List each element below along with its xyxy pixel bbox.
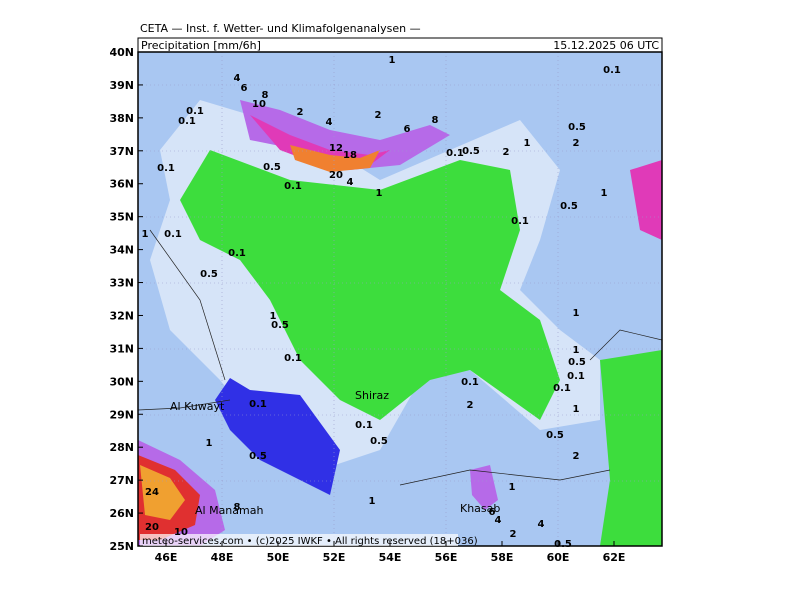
contour-label: 1 xyxy=(369,496,376,507)
lon-label: 46E xyxy=(155,551,178,564)
contour-label: 6 xyxy=(404,124,411,135)
lat-label: 30N xyxy=(109,375,134,388)
lon-label: 52E xyxy=(323,551,346,564)
contour-label: 2 xyxy=(503,147,510,158)
lat-label: 40N xyxy=(109,46,134,59)
contour-label: 0.5 xyxy=(568,357,586,368)
lat-label: 28N xyxy=(109,441,134,454)
contour-label: 10 xyxy=(252,99,266,110)
contour-label: 10 xyxy=(174,527,188,538)
lon-label: 62E xyxy=(603,551,626,564)
contour-label: 4 xyxy=(347,177,354,188)
contour-label: 0.5 xyxy=(370,436,388,447)
header-variable: Precipitation [mm/6h] xyxy=(141,39,261,52)
contour-label: 4 xyxy=(495,515,502,526)
contour-label: 1 xyxy=(142,229,149,240)
contour-label: 0.1 xyxy=(249,399,267,410)
contour-label: 1 xyxy=(509,482,516,493)
contour-label: 1 xyxy=(573,308,580,319)
contour-label: 1 xyxy=(270,311,277,322)
lon-label: 50E xyxy=(267,551,290,564)
contour-label: 0.1 xyxy=(355,420,373,431)
lat-label: 36N xyxy=(109,178,134,191)
contour-label: 1 xyxy=(573,404,580,415)
contour-label: 8 xyxy=(432,115,439,126)
lat-label: 39N xyxy=(109,79,134,92)
contour-label: 1 xyxy=(389,55,396,66)
contour-label: 1 xyxy=(524,138,531,149)
contour-label: 0.1 xyxy=(446,148,464,159)
lat-label: 26N xyxy=(109,507,134,520)
contour-label: 8 xyxy=(234,502,241,513)
contour-label: 8 xyxy=(262,90,269,101)
contour-label: 0.1 xyxy=(178,116,196,127)
lat-label: 31N xyxy=(109,342,134,355)
contour-label: 0.1 xyxy=(164,229,182,240)
place-label: Al Kuwayt xyxy=(170,400,225,413)
contour-label: 0.5 xyxy=(568,122,586,133)
contour-label: 4 xyxy=(326,117,333,128)
contour-label: 0.1 xyxy=(228,248,246,259)
contour-label: 1 xyxy=(206,438,213,449)
contour-label: 2 xyxy=(297,107,304,118)
lat-label: 34N xyxy=(109,244,134,257)
contour-label: 0.1 xyxy=(461,377,479,388)
header-time: 15.12.2025 06 UTC xyxy=(553,39,659,52)
contour-label: 0.5 xyxy=(271,320,289,331)
lat-label: 27N xyxy=(109,474,134,487)
contour-label: 2 xyxy=(573,451,580,462)
contour-label: 20 xyxy=(145,522,159,533)
lon-label: 58E xyxy=(491,551,514,564)
contour-label: 0.1 xyxy=(284,181,302,192)
place-label: Khasab xyxy=(460,502,500,515)
contour-label: 0.5 xyxy=(249,451,267,462)
contour-label: 2 xyxy=(375,110,382,121)
contour-label: 2 xyxy=(573,138,580,149)
lon-label: 56E xyxy=(435,551,458,564)
contour-label: 0.1 xyxy=(567,371,585,382)
lat-label: 32N xyxy=(109,309,134,322)
contour-label: 1 xyxy=(376,188,383,199)
field xyxy=(138,52,662,546)
contour-label: 4 xyxy=(234,73,241,84)
contour-label: 6 xyxy=(241,83,248,94)
contour-label: 0.5 xyxy=(546,430,564,441)
lon-label: 48E xyxy=(211,551,234,564)
lat-label: 29N xyxy=(109,408,134,421)
header-title: CETA — Inst. f. Wetter- und Klimafolgena… xyxy=(140,22,421,35)
lat-label: 35N xyxy=(109,211,134,224)
contour-label: 4 xyxy=(538,519,545,530)
footer-bg xyxy=(140,534,458,546)
contour-label: 0.1 xyxy=(157,163,175,174)
contour-label: 0.5 xyxy=(462,146,480,157)
contour-label: 12 xyxy=(329,143,343,154)
lat-label: 38N xyxy=(109,112,134,125)
contour-label: 6 xyxy=(489,507,496,518)
contour-label: 1 xyxy=(601,188,608,199)
contour-label: 0.5 xyxy=(263,162,281,173)
contour-label: 20 xyxy=(329,170,343,181)
lat-label: 25N xyxy=(109,540,134,553)
lat-label: 33N xyxy=(109,277,134,290)
contour-label: 0.1 xyxy=(553,383,571,394)
footer: meteo-services.com • (c)2025 IWKF • All … xyxy=(142,536,478,547)
contour-label: 0.5 xyxy=(560,201,578,212)
contour-label: 24 xyxy=(145,487,159,498)
contour-label: 0.5 xyxy=(200,269,218,280)
contour-label: 0.1 xyxy=(284,353,302,364)
contour-label: 0.1 xyxy=(603,65,621,76)
place-label: Shiraz xyxy=(355,389,389,402)
place-label: Al Manamah xyxy=(195,504,263,517)
contour-label: 0.1 xyxy=(511,216,529,227)
contour-label: 18 xyxy=(343,150,357,161)
contour-label: 2 xyxy=(510,529,517,540)
contour-label: 2 xyxy=(467,400,474,411)
lon-label: 54E xyxy=(379,551,402,564)
lon-label: 60E xyxy=(547,551,570,564)
lat-label: 37N xyxy=(109,145,134,158)
contour-label: 0.5 xyxy=(554,539,572,550)
contour-label: 1 xyxy=(573,345,580,356)
contour-label: 0.1 xyxy=(186,106,204,117)
